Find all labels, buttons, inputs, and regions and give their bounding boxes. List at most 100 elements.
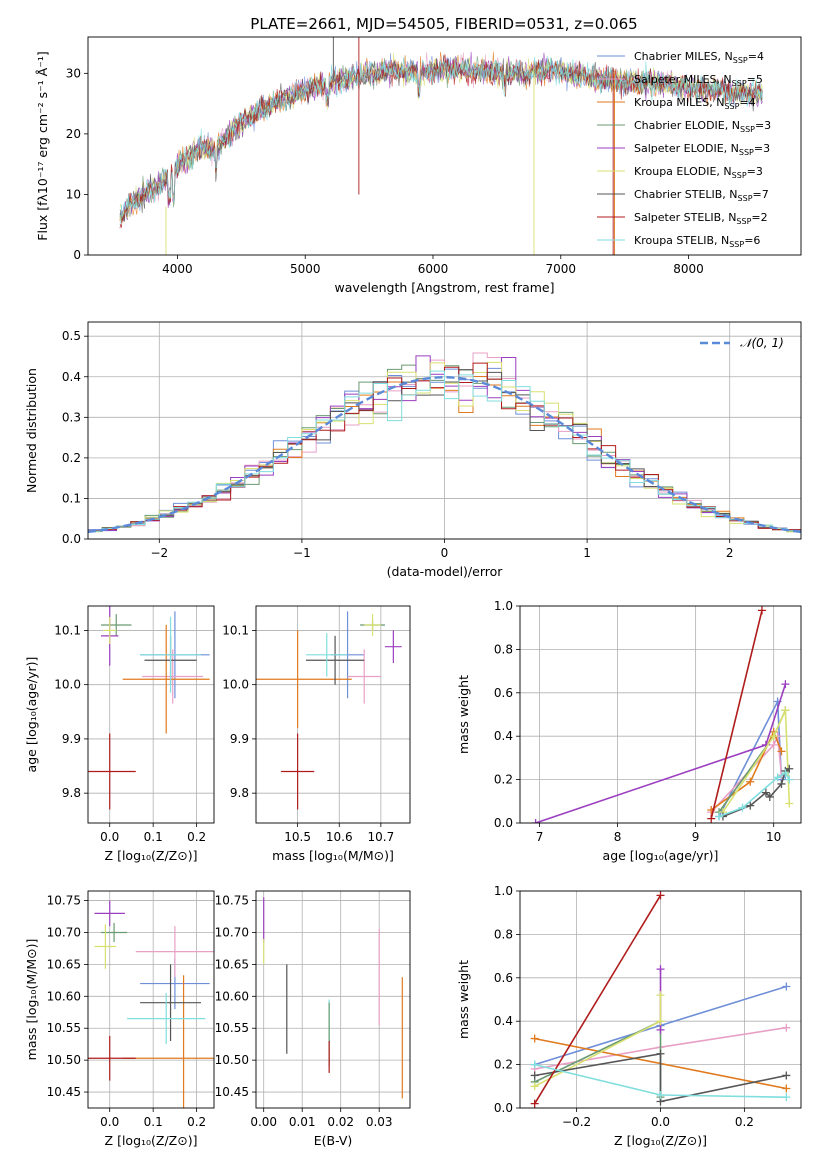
figure-title: PLATE=2661, MJD=54505, FIBERID=0531, z=0… (250, 15, 637, 33)
age_vs_Z-plot-area (88, 606, 210, 810)
y-tick-label: 10 (66, 187, 81, 201)
x-tick-label: 0.0 (100, 1115, 119, 1129)
y-tick-label: 0.6 (494, 686, 513, 700)
y-tick-label: 1.0 (494, 884, 513, 898)
weight-marker (781, 680, 790, 689)
error-bar-point (127, 993, 206, 1045)
axes-frame (519, 605, 802, 824)
age_vs_mass-panel: 10.5 10.6 10.7 9.8 9.9 10.0 10.1 mass [log₁₀(M/… (222, 605, 411, 863)
age_vs_Z-panel: 0.0 0.1 0.2 9.8 9.9 10.0 10.1 Z [log₁₀(Z/Z⊙)] ag… (24, 605, 215, 863)
y-tick-label: 0.6 (494, 971, 513, 985)
x-tick-label: 0.2 (735, 1115, 754, 1129)
y-tick-label: 10.1 (222, 623, 249, 637)
weight-marker (656, 965, 665, 974)
weight-marker (656, 1017, 665, 1026)
y-tick-label: 9.8 (230, 786, 249, 800)
error-bar-point (88, 733, 136, 810)
x-axis-label: Z [log₁₀(Z/Z⊙)] (614, 1133, 707, 1148)
legend-label: Salpeter MILES, NSSP=5 (634, 73, 763, 88)
weight-marker (531, 819, 540, 823)
x-tick-label: 0.01 (289, 1115, 316, 1129)
y-tick-label: 10.60 (215, 989, 249, 1003)
error-bar-point (101, 614, 132, 636)
legend-subscript: SSP (732, 171, 747, 180)
x-tick-label: 9 (692, 830, 700, 844)
weight-marker (530, 1034, 539, 1043)
axes-frame (87, 321, 802, 540)
weight_vs_Z-plot-area (530, 891, 791, 1108)
weight-marker (761, 788, 770, 797)
x-tick-label: 0.0 (100, 830, 119, 844)
legend-label: Kroupa MILES, NSSP=4 (634, 96, 756, 111)
weight-marker (782, 982, 791, 991)
y-tick-label: 0.5 (62, 329, 81, 343)
weight_vs_age-panel: 7 8 9 10 0.0 0.2 0.4 0.6 0.8 1.0 age [log₁₀(age/yr… (456, 599, 802, 863)
y-tick-label: 0.2 (62, 451, 81, 465)
y-tick-label: 10.55 (47, 1021, 81, 1035)
x-axis-label: Z [log₁₀(Z/Z⊙)] (105, 1133, 198, 1148)
x-tick-label: −0.2 (562, 1115, 591, 1129)
y-tick-label: 20 (66, 127, 81, 141)
x-tick-label: 0.0 (651, 1115, 670, 1129)
x-tick-label: 8000 (673, 262, 704, 276)
y-tick-label: 0.3 (62, 410, 81, 424)
legend-count: =5 (747, 73, 763, 86)
weight_vs_Z-panel: −0.2 0.0 0.2 0.0 0.2 0.4 0.6 0.8 1.0 Z [log₁₀(Z/Z… (456, 884, 802, 1148)
weight-marker (707, 814, 716, 823)
weight-marker (773, 773, 782, 782)
weight-marker (530, 1082, 539, 1091)
weight-marker (656, 1090, 665, 1099)
weight-marker (781, 769, 790, 778)
error-bar-point (94, 924, 117, 969)
x-tick-label: 0.1 (144, 830, 163, 844)
axes-frame (519, 890, 802, 1109)
y-tick-label: 1.0 (494, 599, 513, 613)
x-tick-label: 4000 (162, 262, 193, 276)
y-tick-label: 10.50 (47, 1053, 81, 1067)
y-tick-label: 10.55 (215, 1021, 249, 1035)
y-tick-label: 9.9 (62, 732, 81, 746)
x-tick-label: 2 (726, 546, 734, 560)
legend-label: Kroupa ELODIE, NSSP=3 (634, 165, 763, 180)
weight-marker (530, 1071, 539, 1080)
legend-count: =3 (747, 165, 763, 178)
error-bar-point (140, 616, 201, 693)
weight-marker (656, 891, 665, 900)
x-tick-label: 10 (766, 830, 781, 844)
y-axis-label: Normed distribution (24, 368, 39, 493)
weight-series-line (722, 709, 791, 813)
x-tick-label: 7 (536, 830, 544, 844)
y-tick-label: 10.75 (47, 894, 81, 908)
x-tick-label: 8 (614, 830, 622, 844)
y-tick-label: 0.8 (494, 927, 513, 941)
spectrum-panel: 4000 5000 6000 7000 8000 0 10 20 30 wavelength [A… (35, 36, 802, 295)
legend-subscript: SSP (736, 217, 751, 226)
age_vs_mass-plot-area (256, 611, 402, 810)
mass_vs_EBV-plot-area (263, 897, 403, 1099)
weight-marker (785, 799, 794, 808)
weight-marker (656, 1025, 665, 1034)
weight_vs_age-plot-area (531, 606, 794, 823)
y-tick-label: 0.4 (494, 729, 513, 743)
y-axis-label: Flux [fλ10⁻¹⁷ erg cm⁻² s⁻¹ Å⁻¹] (35, 51, 50, 240)
mass_vs_Z-plot-area (88, 900, 214, 1108)
y-tick-label: 10.65 (215, 957, 249, 971)
legend-subscript: SSP (724, 102, 739, 111)
legend-count: =4 (739, 96, 755, 109)
y-tick-label: 0.0 (494, 816, 513, 830)
weight-marker (738, 803, 747, 812)
legend-subscript: SSP (739, 148, 754, 157)
weight-marker (777, 747, 786, 756)
x-tick-label: 0 (441, 546, 449, 560)
x-axis-label: E(B-V) (314, 1133, 353, 1148)
weight-series-line (534, 894, 662, 1105)
error-bar-point (305, 635, 365, 685)
y-tick-label: 30 (66, 66, 81, 80)
x-tick-label: 0.02 (327, 1115, 354, 1129)
weight-series-line (710, 610, 763, 819)
y-tick-label: 0.0 (62, 532, 81, 546)
y-tick-label: 0.2 (494, 1058, 513, 1072)
legend-count: =2 (751, 211, 767, 224)
weight-marker (785, 764, 794, 773)
spectrum-line (119, 55, 763, 225)
